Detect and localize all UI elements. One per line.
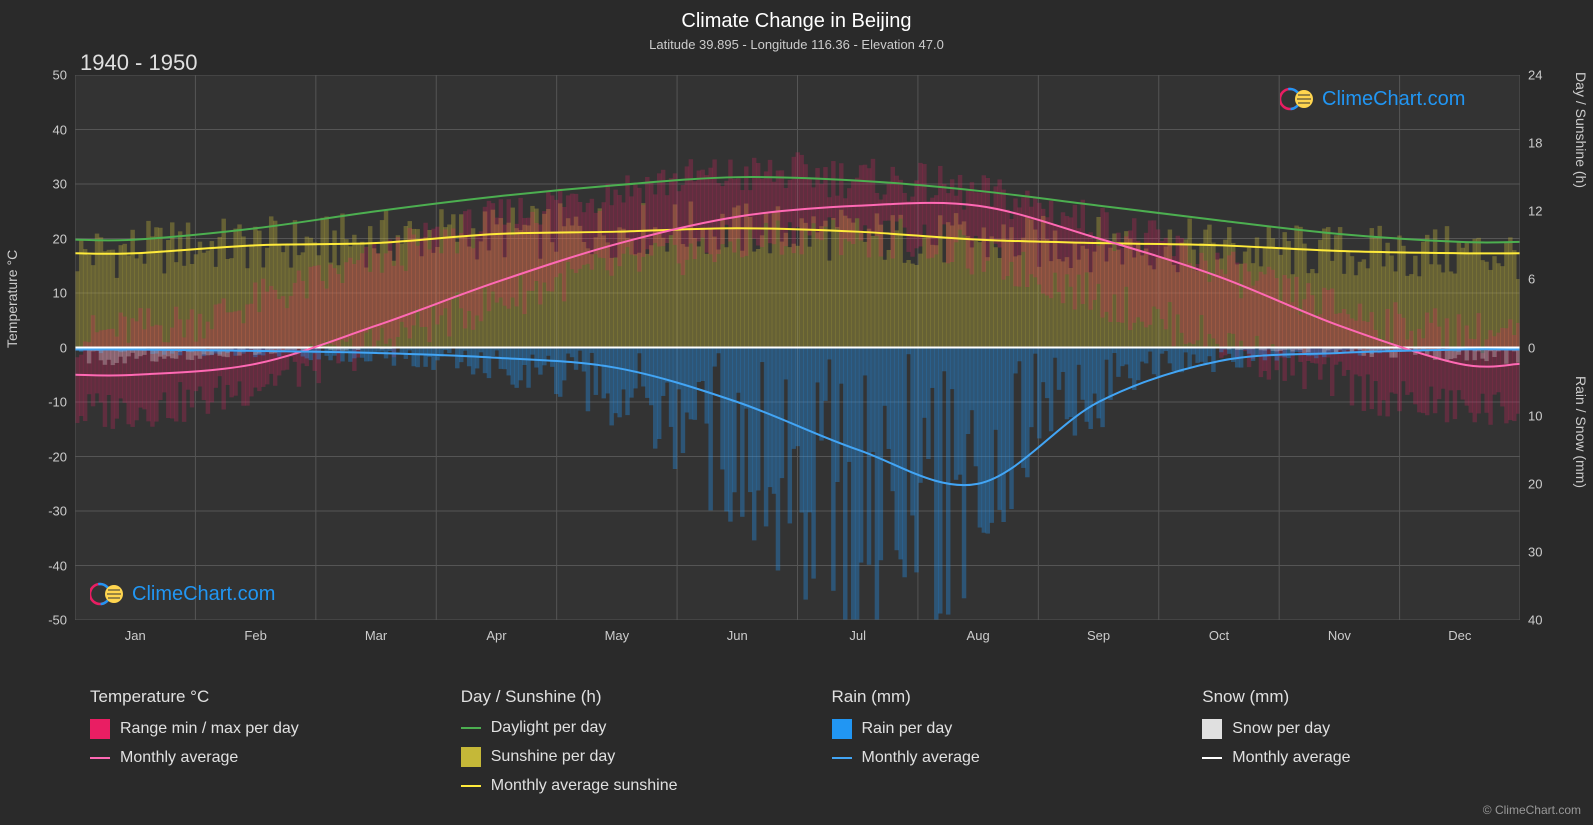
y-axis-left-label: Temperature °C [4,250,20,348]
legend-swatch [832,757,852,759]
y-axis-right-bottom-label: Rain / Snow (mm) [1573,376,1589,488]
chart-title: Climate Change in Beijing [0,0,1593,33]
legend-label: Monthly average [862,749,980,767]
x-tick: Feb [244,628,266,643]
legend-item: Monthly average sunshine [461,777,792,795]
legend-label: Range min / max per day [120,720,299,738]
legend-item: Monthly average [1202,749,1533,767]
plot-area: -50-40-30-20-100102030405006121824102030… [75,75,1520,620]
legend-item: Daylight per day [461,719,792,737]
x-tick: Jun [727,628,748,643]
x-tick: Aug [967,628,990,643]
legend-item: Range min / max per day [90,719,421,739]
legend-label: Monthly average [1232,749,1350,767]
y-tick-left: 50 [53,68,67,83]
watermark: ClimeChart.com [1280,85,1465,113]
y-tick-right: 24 [1528,68,1542,83]
y-tick-left: -50 [48,613,67,628]
y-tick-left: 30 [53,177,67,192]
watermark-text: ClimeChart.com [1322,88,1465,111]
legend-swatch [90,719,110,739]
y-tick-left: -20 [48,449,67,464]
y-tick-right: 10 [1528,408,1542,423]
copyright: © ClimeChart.com [1483,803,1581,817]
chart-subtitle: Latitude 39.895 - Longitude 116.36 - Ele… [0,33,1593,52]
legend-swatch [461,747,481,767]
y-tick-right: 0 [1528,340,1535,355]
x-tick: May [605,628,630,643]
y-tick-right: 20 [1528,476,1542,491]
chart-container: Climate Change in Beijing Latitude 39.89… [0,0,1593,825]
legend-daylight: Day / Sunshine (h) Daylight per day Sunsh… [461,687,792,805]
legend-snow: Snow (mm) Snow per day Monthly average [1202,687,1533,805]
legend-item: Sunshine per day [461,747,792,767]
logo-icon [90,580,126,608]
legend-item: Monthly average [90,749,421,767]
legend-label: Rain per day [862,720,953,738]
legend-title: Temperature °C [90,687,421,707]
x-tick: Sep [1087,628,1110,643]
watermark: ClimeChart.com [90,580,275,608]
legend-item: Snow per day [1202,719,1533,739]
y-tick-left: 20 [53,231,67,246]
plot-svg [75,75,1520,620]
legend-label: Daylight per day [491,719,607,737]
legend-title: Rain (mm) [832,687,1163,707]
y-tick-right: 40 [1528,613,1542,628]
legend-title: Day / Sunshine (h) [461,687,792,707]
y-tick-right: 30 [1528,544,1542,559]
x-tick: Jul [849,628,866,643]
legend-swatch [461,727,481,729]
x-tick: Mar [365,628,387,643]
legend-temperature: Temperature °C Range min / max per day Mo… [90,687,421,805]
legend-swatch [1202,757,1222,759]
y-tick-right: 12 [1528,204,1542,219]
legend-swatch [461,785,481,787]
y-tick-left: 10 [53,286,67,301]
legend-label: Snow per day [1232,720,1330,738]
legend-rain: Rain (mm) Rain per day Monthly average [832,687,1163,805]
legend-swatch [1202,719,1222,739]
x-tick: Nov [1328,628,1351,643]
legend-label: Monthly average sunshine [491,777,678,795]
y-axis-right-top-label: Day / Sunshine (h) [1573,72,1589,188]
x-tick: Jan [125,628,146,643]
legend-title: Snow (mm) [1202,687,1533,707]
y-tick-left: -10 [48,395,67,410]
legend-swatch [90,757,110,759]
legend: Temperature °C Range min / max per day Mo… [90,687,1533,805]
x-tick: Dec [1448,628,1471,643]
y-tick-right: 6 [1528,272,1535,287]
legend-label: Sunshine per day [491,748,616,766]
legend-item: Monthly average [832,749,1163,767]
y-tick-left: 0 [60,340,67,355]
x-tick: Oct [1209,628,1229,643]
y-tick-left: 40 [53,122,67,137]
y-tick-left: -40 [48,558,67,573]
logo-icon [1280,85,1316,113]
legend-swatch [832,719,852,739]
y-tick-right: 18 [1528,136,1542,151]
period-label: 1940 - 1950 [80,50,197,76]
y-tick-left: -30 [48,504,67,519]
legend-label: Monthly average [120,749,238,767]
x-tick: Apr [486,628,506,643]
legend-item: Rain per day [832,719,1163,739]
watermark-text: ClimeChart.com [132,583,275,606]
